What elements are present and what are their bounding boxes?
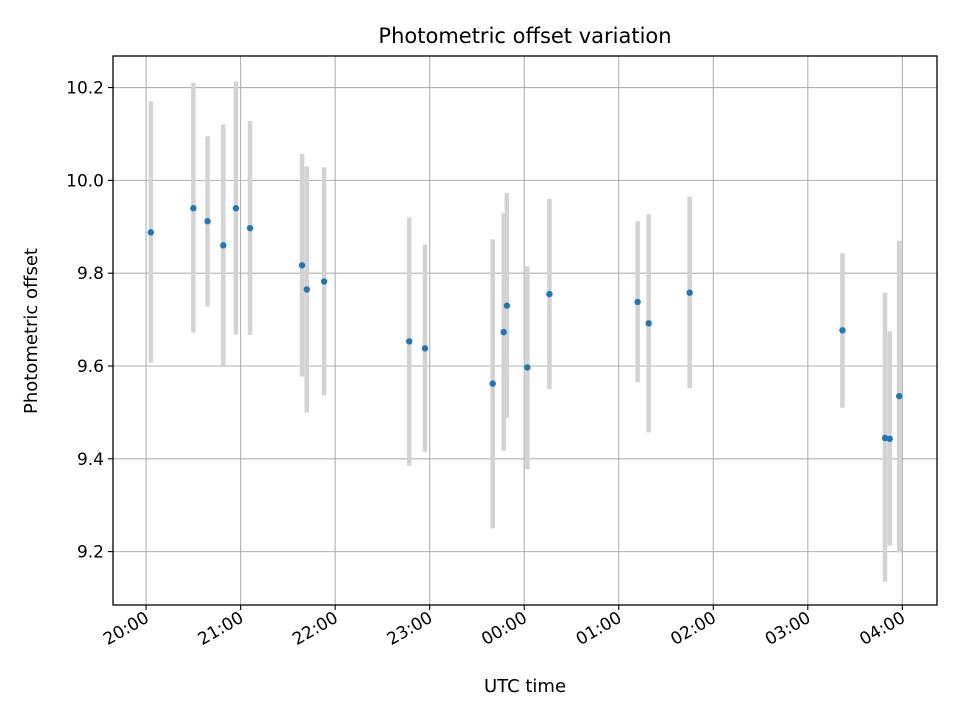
data-point [147,229,155,236]
data-point [246,224,254,232]
data-point [645,320,652,327]
chart-title: Photometric offset variation [378,24,671,48]
data-point [298,262,306,269]
y-tick-label: 10.0 [66,171,104,191]
grid-lines [113,56,937,605]
data-point [886,435,893,443]
data-point [320,278,328,285]
y-tick-label: 10.2 [66,79,104,99]
data-point [421,345,429,352]
data-point [500,328,507,336]
data-points [147,205,903,443]
data-point [895,392,903,400]
data-point [503,302,511,309]
y-axis-title: Photometric offset [21,248,42,414]
y-tick-label: 9.6 [77,357,104,377]
data-point [489,380,496,387]
data-point [405,338,413,345]
data-point [686,289,693,296]
data-point [190,205,197,212]
data-point [524,364,531,371]
plot-frame [112,55,938,606]
x-axis-title: UTC time [484,676,566,697]
y-tick-label: 9.8 [77,264,104,284]
y-tick-label: 9.2 [77,543,104,563]
data-point [220,242,227,249]
data-point [204,218,211,225]
data-point [303,286,310,293]
data-point [546,290,553,298]
data-point [839,327,846,334]
data-point [634,298,641,306]
y-tick-label: 9.4 [77,450,104,470]
data-point [232,205,240,212]
